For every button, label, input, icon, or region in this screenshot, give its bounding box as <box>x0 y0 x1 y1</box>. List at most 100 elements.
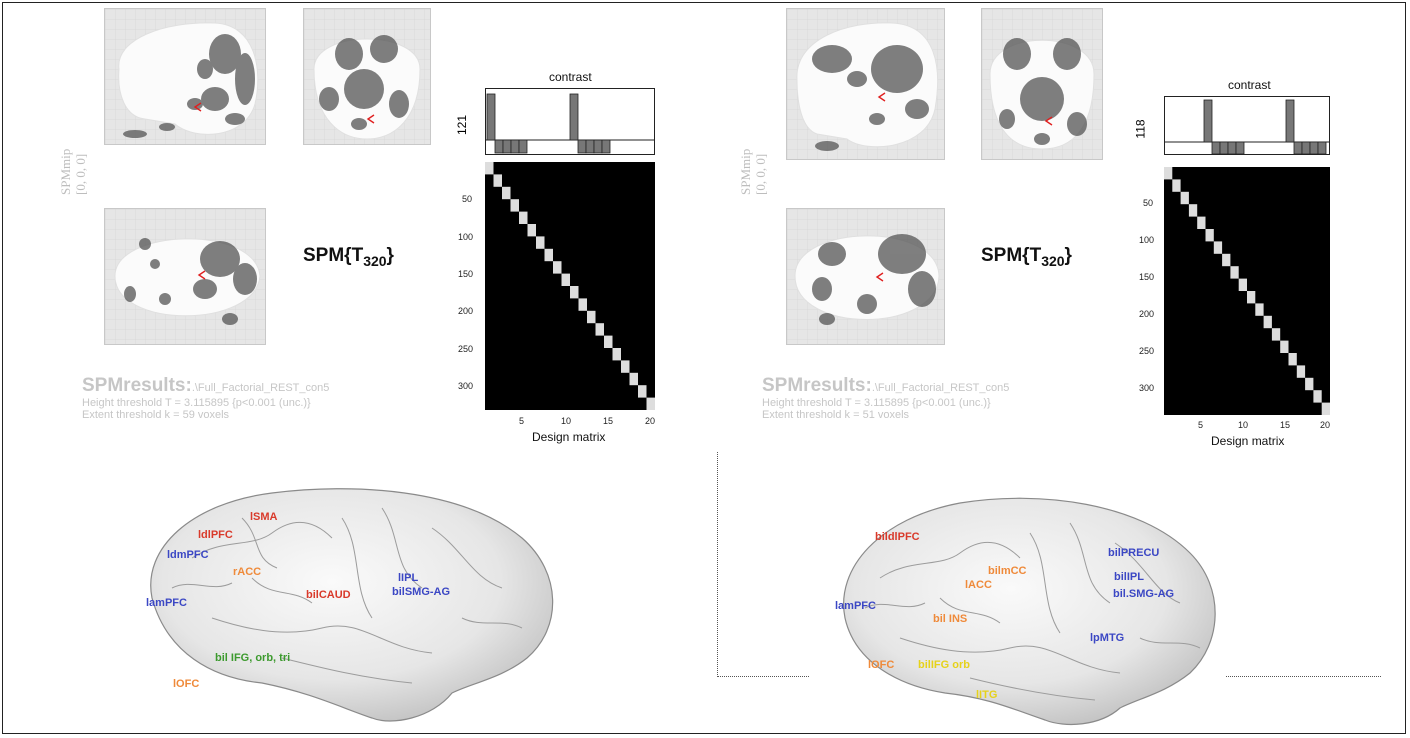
dm-y-tick: 50 <box>1143 198 1154 208</box>
brain-illustration <box>843 497 1216 726</box>
separator-vertical <box>717 452 718 677</box>
dm-x-tick: 10 <box>561 416 572 426</box>
spm-stat-base: SPM{T <box>981 245 1042 266</box>
region-label: lamPFC <box>835 600 876 612</box>
contrast-title: contrast <box>1228 78 1271 92</box>
design-matrix-label: Design matrix <box>532 430 606 444</box>
dm-x-tick: 15 <box>1280 420 1291 430</box>
extent-threshold: Extent threshold k = 59 voxels <box>82 409 230 421</box>
mip-axial-image <box>105 209 265 344</box>
design-matrix-block <box>629 372 638 386</box>
dm-y-tick: 150 <box>458 269 474 279</box>
design-matrix <box>1164 167 1330 415</box>
spm-mip-coords: [0, 0, 0] <box>753 153 768 195</box>
region-label: bilmCC <box>988 565 1027 577</box>
design-matrix-block <box>1213 241 1223 254</box>
region-label: rACC <box>233 566 262 578</box>
region-label: bil IFG, orb, tri <box>215 652 291 664</box>
mip-coronal-image <box>982 9 1102 159</box>
mip-sagittal-image <box>105 9 265 144</box>
mip-sagittal <box>786 8 945 160</box>
region-label: bil INS <box>933 613 968 625</box>
region-label: bilIFG orb <box>918 659 970 671</box>
mip-coronal <box>303 8 431 145</box>
design-matrix-block <box>1263 315 1272 329</box>
design-matrix-block <box>638 385 647 398</box>
region-label: bilSMG-AG <box>392 586 451 598</box>
contrast-plot <box>485 88 655 155</box>
design-matrix-block <box>1255 303 1264 316</box>
contrast-number: 118 <box>1133 119 1148 139</box>
separator-bottom-right <box>1226 676 1381 677</box>
results-title-row: SPMresults:.\Full_Factorial_REST_con5 <box>762 375 1009 397</box>
spm-stat-label: SPM{T320} <box>981 245 1072 269</box>
design-matrix-block <box>578 298 587 311</box>
design-matrix-block <box>1247 291 1256 304</box>
spm-stat-close: } <box>1064 245 1072 266</box>
design-matrix-block <box>544 248 553 262</box>
results-title: SPMresults: <box>82 375 192 396</box>
design-matrix-block <box>1180 191 1189 205</box>
region-label: bilPRECU <box>1108 547 1160 559</box>
dm-y-tick: 200 <box>458 306 474 316</box>
design-matrix-block <box>1188 204 1198 217</box>
spm-stat-base: SPM{T <box>303 245 364 266</box>
results-block: SPMresults:.\Full_Factorial_REST_con5 He… <box>82 375 329 421</box>
spm-stat-close: } <box>386 245 394 266</box>
design-matrix-block <box>1321 402 1330 415</box>
dm-x-tick: 15 <box>603 416 614 426</box>
design-matrix-block <box>553 261 562 274</box>
separator-bottom-left <box>717 676 809 677</box>
extent-threshold: Extent threshold k = 51 voxels <box>762 409 910 421</box>
design-matrix-block <box>1230 266 1239 279</box>
design-matrix-block <box>604 335 613 348</box>
spm-mip-text: SPMmip <box>738 148 753 195</box>
dm-y-tick: 50 <box>462 194 473 204</box>
design-matrix-block <box>646 397 655 410</box>
region-label: bildlPFC <box>875 531 920 543</box>
region-label: lACC <box>965 579 992 591</box>
region-label: ldmPFC <box>167 549 209 561</box>
design-matrix-block <box>587 310 596 324</box>
design-matrix-block <box>595 323 604 336</box>
dm-x-tick: 20 <box>645 416 656 426</box>
region-label: lamPFC <box>146 597 187 609</box>
mip-coronal <box>981 8 1103 160</box>
results-title-row: SPMresults:.\Full_Factorial_REST_con5 <box>82 375 329 397</box>
design-matrix-block <box>485 162 494 175</box>
dm-y-tick: 250 <box>1139 346 1155 356</box>
region-label: lITG <box>976 689 998 701</box>
spm-mip-coords: [0, 0, 0] <box>73 153 88 195</box>
design-matrix-block <box>1313 390 1322 403</box>
spm-mip-label: SPMmip [0, 0, 0] <box>58 149 88 195</box>
region-label: ldlPFC <box>198 529 233 541</box>
design-matrix-block <box>1305 377 1314 391</box>
design-matrix-block <box>1205 229 1214 242</box>
spm-stat-label: SPM{T320} <box>303 245 394 269</box>
region-label: bilCAUD <box>306 589 351 601</box>
dm-y-tick: 300 <box>458 381 474 391</box>
spm-mip-label: SPMmip [0, 0, 0] <box>738 149 768 195</box>
design-matrix-block <box>510 199 519 212</box>
brain-illustration <box>150 488 554 722</box>
contrast-title: contrast <box>549 70 592 84</box>
dm-y-tick: 200 <box>1139 309 1155 319</box>
design-matrix-block <box>1296 365 1306 378</box>
design-matrix-label: Design matrix <box>1211 434 1285 448</box>
results-block: SPMresults:.\Full_Factorial_REST_con5 He… <box>762 375 1009 421</box>
region-label: lpMTG <box>1090 632 1125 644</box>
height-threshold: Height threshold T = 3.115895 {p<0.001 (… <box>82 397 311 409</box>
height-threshold: Height threshold T = 3.115895 {p<0.001 (… <box>762 397 991 409</box>
spm-mip-text: SPMmip <box>58 148 73 195</box>
design-matrix-block <box>561 273 570 286</box>
dm-x-tick: 10 <box>1238 420 1249 430</box>
dm-x-tick: 20 <box>1320 420 1331 430</box>
spm-stat-sub: 320 <box>1041 252 1065 269</box>
mip-sagittal-image <box>787 9 944 159</box>
design-matrix-block <box>527 224 536 237</box>
results-path: .\Full_Factorial_REST_con5 <box>191 382 330 394</box>
dm-y-tick: 100 <box>1139 235 1155 245</box>
design-matrix-block <box>519 211 528 224</box>
region-label: lOFC <box>173 678 200 690</box>
